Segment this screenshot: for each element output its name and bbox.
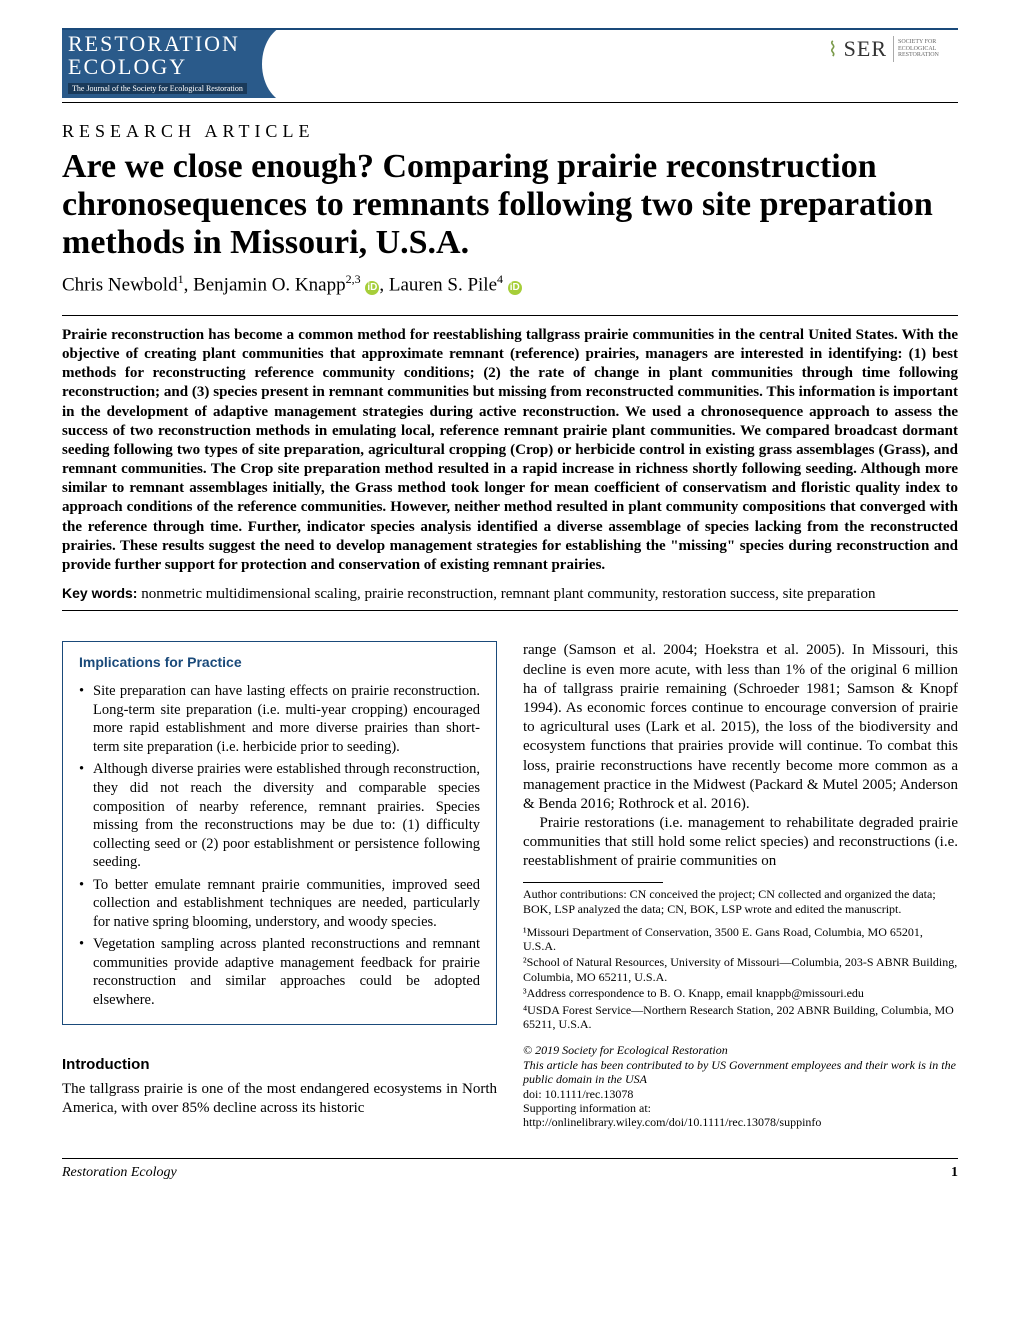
- author-3: Lauren S. Pile: [389, 275, 497, 296]
- keywords-text: nonmetric multidimensional scaling, prai…: [141, 586, 875, 602]
- doi-line: doi: 10.1111/rec.13078: [523, 1087, 958, 1101]
- article-type: RESEARCH ARTICLE: [62, 121, 958, 142]
- keywords: Key words: nonmetric multidimensional sc…: [62, 585, 958, 604]
- keywords-label: Key words:: [62, 585, 137, 601]
- abstract-bottom-rule: [62, 610, 958, 611]
- implication-item: Although diverse prairies were establish…: [79, 760, 480, 871]
- page-number: 1: [951, 1165, 958, 1181]
- ser-acronym: SER: [844, 36, 894, 62]
- affiliations: ¹Missouri Department of Conservation, 35…: [523, 925, 958, 1032]
- section-heading-introduction: Introduction: [62, 1055, 497, 1074]
- author-list: Chris Newbold1, Benjamin O. Knapp2,3 iD,…: [62, 272, 958, 296]
- implication-item: Vegetation sampling across planted recon…: [79, 935, 480, 1009]
- journal-header: RESTORATION ECOLOGY The Journal of the S…: [62, 28, 958, 98]
- author-contributions: Author contributions: CN conceived the p…: [523, 887, 958, 917]
- affiliation-1: ¹Missouri Department of Conservation, 35…: [523, 925, 958, 954]
- page-footer: Restoration Ecology 1: [62, 1165, 958, 1181]
- supp-label: Supporting information at:: [523, 1101, 958, 1115]
- implication-item: To better emulate remnant prairie commun…: [79, 876, 480, 932]
- implications-list: Site preparation can have lasting effect…: [79, 682, 480, 1009]
- author-2: Benjamin O. Knapp: [193, 275, 346, 296]
- abstract-text: Prairie reconstruction has become a comm…: [62, 326, 958, 575]
- orcid-icon[interactable]: iD: [508, 281, 522, 295]
- intro-paragraph-3: Prairie restorations (i.e. management to…: [523, 814, 958, 872]
- intro-paragraph-2: range (Samson et al. 2004; Hoekstra et a…: [523, 641, 958, 814]
- author-1: Chris Newbold: [62, 275, 178, 296]
- journal-title-line1: RESTORATION: [68, 32, 268, 55]
- leaf-icon: ⌇: [828, 37, 838, 62]
- implications-title: Implications for Practice: [79, 654, 480, 672]
- left-column: Implications for Practice Site preparati…: [62, 641, 497, 1129]
- affiliation-4: ⁴USDA Forest Service—Northern Research S…: [523, 1003, 958, 1032]
- ser-fullname: SOCIETY FOR ECOLOGICAL RESTORATION: [898, 39, 958, 59]
- footer-rule: [62, 1158, 958, 1159]
- footnote-rule: [523, 882, 663, 883]
- intro-paragraph-1: The tallgrass prairie is one of the most…: [62, 1080, 497, 1118]
- header-rule: [62, 102, 958, 103]
- affiliation-2: ²School of Natural Resources, University…: [523, 955, 958, 984]
- abstract-top-rule: [62, 315, 958, 316]
- journal-subtitle: The Journal of the Society for Ecologica…: [68, 83, 247, 94]
- journal-logo-block: RESTORATION ECOLOGY The Journal of the S…: [62, 30, 292, 98]
- journal-title-line2: ECOLOGY: [68, 55, 268, 78]
- copyright-block: © 2019 Society for Ecological Restoratio…: [523, 1043, 958, 1129]
- article-title: Are we close enough? Comparing prairie r…: [62, 148, 958, 262]
- implication-item: Site preparation can have lasting effect…: [79, 682, 480, 756]
- orcid-icon[interactable]: iD: [365, 281, 379, 295]
- copyright-line: © 2019 Society for Ecological Restoratio…: [523, 1043, 728, 1057]
- govt-line: This article has been contributed to by …: [523, 1058, 956, 1086]
- right-column: range (Samson et al. 2004; Hoekstra et a…: [523, 641, 958, 1129]
- affiliation-3: ³Address correspondence to B. O. Knapp, …: [523, 986, 958, 1000]
- body-columns: Implications for Practice Site preparati…: [62, 641, 958, 1129]
- ser-logo: ⌇ SER SOCIETY FOR ECOLOGICAL RESTORATION: [828, 30, 958, 62]
- implications-box: Implications for Practice Site preparati…: [62, 641, 497, 1024]
- footnotes: Author contributions: CN conceived the p…: [523, 887, 958, 1130]
- supp-url[interactable]: http://onlinelibrary.wiley.com/doi/10.11…: [523, 1115, 958, 1129]
- footer-journal: Restoration Ecology: [62, 1165, 177, 1181]
